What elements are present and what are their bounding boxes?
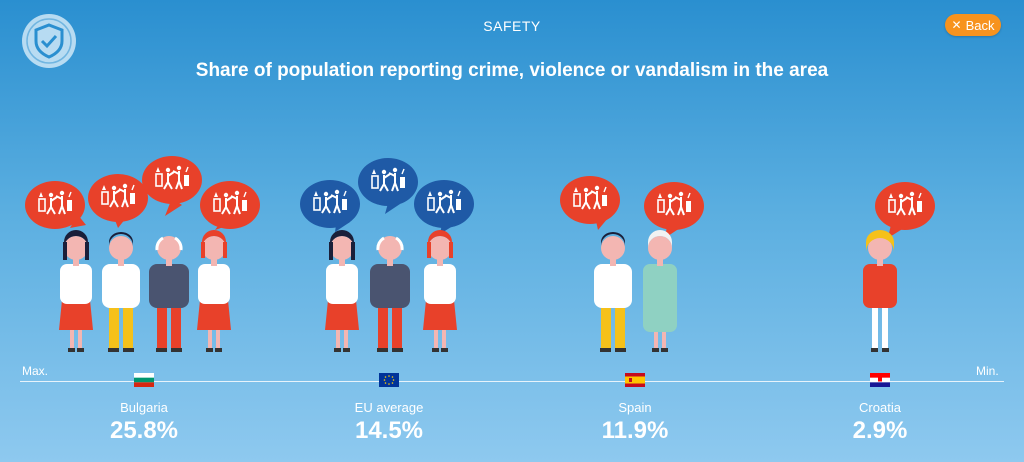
safety-badge-icon	[22, 14, 76, 68]
scale-axis	[20, 381, 1004, 382]
group-value: 11.9%	[601, 417, 669, 444]
group-value: 2.9%	[852, 417, 908, 444]
back-button[interactable]: ✕ Back	[945, 14, 1001, 36]
spain-bubbles	[560, 176, 704, 238]
group-name: Croatia	[859, 400, 901, 415]
eu-bubbles	[300, 158, 474, 234]
group-croatia: Croatia 2.9%	[800, 373, 960, 445]
eu-flag-icon	[379, 373, 399, 387]
group-bulgaria: Bulgaria 25.8%	[64, 373, 224, 445]
group-eu-average: EU average 14.5%	[309, 373, 469, 445]
section-label: SAFETY	[483, 18, 541, 34]
group-name: EU average	[354, 400, 424, 415]
group-spain: Spain 11.9%	[555, 373, 715, 445]
axis-max-label: Max.	[22, 364, 49, 378]
axis-min-label: Min.	[976, 364, 999, 378]
croatia-bubbles	[875, 182, 935, 238]
croatia-flag-icon	[870, 373, 890, 387]
bulgaria-bubbles	[25, 156, 260, 230]
spain-flag-icon	[625, 373, 645, 387]
page-title: Share of population reporting crime, vio…	[195, 60, 829, 81]
bulgaria-flag-icon	[134, 373, 154, 387]
back-button-label: Back	[965, 17, 995, 33]
close-icon: ✕	[951, 18, 962, 32]
group-value: 25.8%	[109, 417, 179, 444]
group-name: Spain	[618, 400, 652, 415]
group-value: 14.5%	[354, 417, 424, 444]
group-name: Bulgaria	[120, 400, 168, 415]
